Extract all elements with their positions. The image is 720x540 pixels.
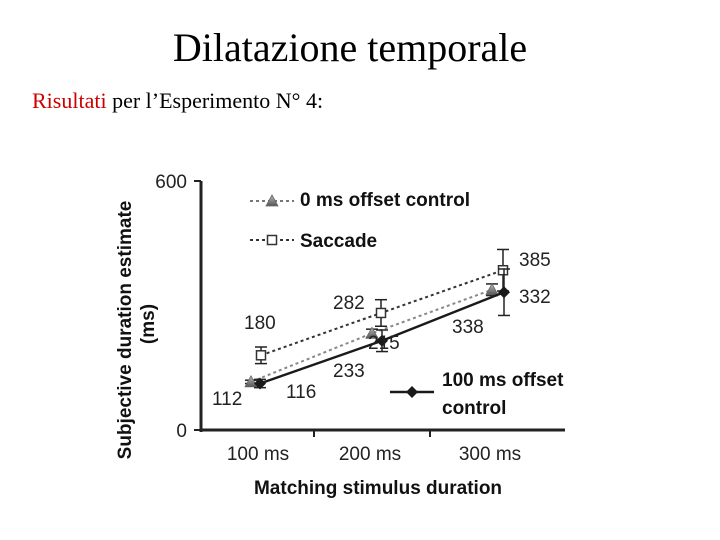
x-tick-label: 200 ms <box>339 444 401 465</box>
data-point <box>497 264 509 276</box>
data-label: 332 <box>519 287 551 308</box>
data-label: 116 <box>286 382 316 403</box>
subtitle-highlight: Risultati <box>32 88 107 113</box>
data-label: 180 <box>244 313 276 334</box>
data-point <box>376 334 388 347</box>
data-label: 112 <box>212 389 242 410</box>
x-axis-label: Matching stimulus duration <box>254 478 502 499</box>
slide-subtitle: Risultati per l’Esperimento N° 4: <box>32 88 323 114</box>
legend-label: Saccade <box>300 231 377 252</box>
y-axis-label-line2: (ms) <box>138 304 159 344</box>
series-square: 180 282 385 <box>244 248 551 365</box>
legend-label: 0 ms offset control <box>300 190 470 211</box>
legend-label: 100 ms offset <box>442 370 564 391</box>
y-tick-label: 600 <box>155 172 187 193</box>
data-point <box>498 286 510 299</box>
slide-title: Dilatazione temporale <box>172 25 528 70</box>
chart-axes: 0 600 100 ms 200 ms 300 ms <box>155 172 565 465</box>
chart-series: 116 233 338 180 282 385 112 215 332 <box>212 248 551 410</box>
legend-label: control <box>442 398 506 419</box>
data-label: 215 <box>368 333 400 354</box>
series-line <box>250 288 493 383</box>
subtitle-text: per l’Esperimento N° 4: <box>106 88 324 113</box>
data-point <box>244 375 258 388</box>
data-point <box>485 282 499 296</box>
data-point <box>365 326 379 339</box>
data-point <box>255 350 267 361</box>
x-tick-label: 100 ms <box>227 444 289 465</box>
data-label: 282 <box>333 293 365 314</box>
series-triangle: 116 233 338 <box>244 282 499 403</box>
legend-marker <box>265 194 279 207</box>
chart-legend: 0 ms offset control Saccade 100 ms offset c… <box>250 190 564 419</box>
series-diamond: 112 215 332 <box>212 268 551 410</box>
legend-marker <box>406 386 418 398</box>
data-label: 338 <box>452 317 484 338</box>
legend-marker <box>266 234 278 246</box>
data-label: 233 <box>333 361 365 382</box>
data-point <box>254 377 266 390</box>
y-axis-label-line1: Subjective duration estimate <box>115 201 136 460</box>
y-tick-label: 0 <box>176 421 187 442</box>
data-point <box>375 307 387 319</box>
data-label: 385 <box>519 250 551 271</box>
x-tick-label: 300 ms <box>459 444 521 465</box>
